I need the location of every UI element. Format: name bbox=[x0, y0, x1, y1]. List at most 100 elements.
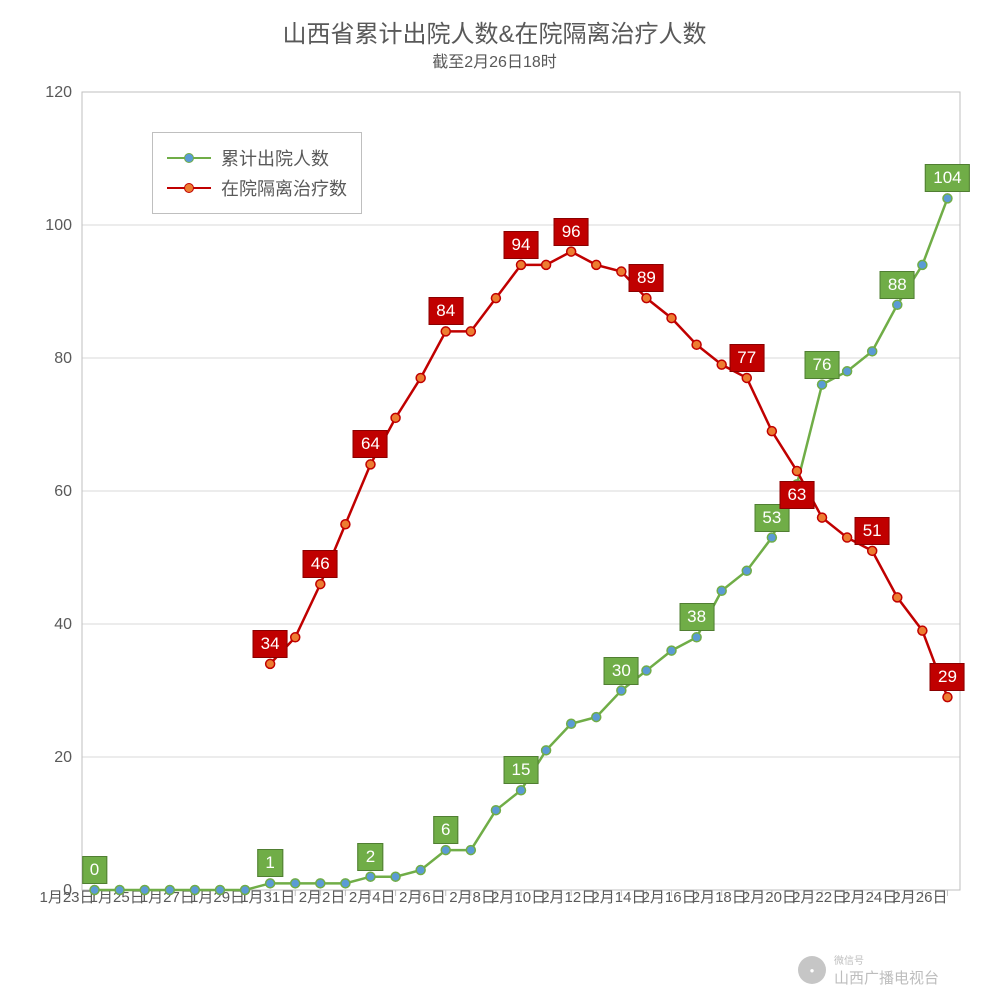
watermark-prefix: 微信号 bbox=[834, 952, 939, 967]
series-marker bbox=[567, 247, 576, 256]
series-marker bbox=[742, 373, 751, 382]
data-label: 104 bbox=[925, 164, 969, 192]
x-tick-label: 2月2日 bbox=[299, 889, 346, 906]
series-marker bbox=[90, 886, 99, 895]
legend-item: 累计出院人数 bbox=[167, 145, 347, 171]
series-marker bbox=[843, 367, 852, 376]
series-marker bbox=[642, 666, 651, 675]
series-marker bbox=[466, 846, 475, 855]
series-marker bbox=[767, 427, 776, 436]
x-tick-label: 2月16日 bbox=[642, 889, 697, 906]
series-marker bbox=[868, 546, 877, 555]
data-label: 77 bbox=[729, 344, 764, 372]
legend-swatch-marker bbox=[184, 183, 194, 193]
data-label: 84 bbox=[428, 297, 463, 325]
data-label: 46 bbox=[303, 550, 338, 578]
series-marker bbox=[366, 872, 375, 881]
y-tick-label: 120 bbox=[45, 84, 72, 101]
series-marker bbox=[567, 719, 576, 728]
watermark-text: 微信号山西广播电视台 bbox=[834, 952, 939, 988]
series-marker bbox=[165, 886, 174, 895]
series-marker bbox=[818, 380, 827, 389]
series-marker bbox=[416, 866, 425, 875]
series-line-1 bbox=[270, 252, 947, 698]
series-marker bbox=[642, 294, 651, 303]
data-label: 76 bbox=[805, 351, 840, 379]
series-marker bbox=[140, 886, 149, 895]
series-marker bbox=[491, 294, 500, 303]
series-marker bbox=[341, 520, 350, 529]
x-tick-label: 2月8日 bbox=[449, 889, 496, 906]
x-tick-label: 2月26日 bbox=[892, 889, 947, 906]
series-marker bbox=[818, 513, 827, 522]
series-marker bbox=[592, 260, 601, 269]
data-label: 64 bbox=[353, 430, 388, 458]
series-marker bbox=[241, 886, 250, 895]
y-tick-label: 60 bbox=[54, 483, 72, 500]
data-label: 63 bbox=[779, 481, 814, 509]
legend-label: 累计出院人数 bbox=[221, 145, 329, 171]
series-marker bbox=[316, 879, 325, 888]
series-marker bbox=[667, 646, 676, 655]
x-tick-label: 2月6日 bbox=[399, 889, 446, 906]
watermark-logo-icon: ● bbox=[798, 956, 826, 984]
x-tick-label: 2月24日 bbox=[842, 889, 897, 906]
series-marker bbox=[893, 593, 902, 602]
data-label: 6 bbox=[433, 816, 458, 844]
series-marker bbox=[190, 886, 199, 895]
series-marker bbox=[717, 586, 726, 595]
series-marker bbox=[491, 806, 500, 815]
series-marker bbox=[266, 659, 275, 668]
series-marker bbox=[542, 746, 551, 755]
x-tick-label: 2月14日 bbox=[591, 889, 646, 906]
series-marker bbox=[115, 886, 124, 895]
data-label: 94 bbox=[504, 231, 539, 259]
data-label: 51 bbox=[855, 517, 890, 545]
watermark-name: 山西广播电视台 bbox=[834, 967, 939, 988]
series-marker bbox=[316, 580, 325, 589]
series-marker bbox=[767, 533, 776, 542]
series-marker bbox=[291, 879, 300, 888]
y-tick-label: 80 bbox=[54, 350, 72, 367]
series-marker bbox=[617, 686, 626, 695]
data-label: 29 bbox=[930, 663, 965, 691]
x-tick-label: 2月18日 bbox=[692, 889, 747, 906]
series-marker bbox=[742, 566, 751, 575]
data-label: 2 bbox=[358, 843, 383, 871]
series-marker bbox=[391, 872, 400, 881]
data-label: 15 bbox=[504, 756, 539, 784]
x-tick-label: 2月20日 bbox=[742, 889, 797, 906]
y-tick-label: 20 bbox=[54, 749, 72, 766]
series-marker bbox=[215, 886, 224, 895]
series-marker bbox=[517, 260, 526, 269]
legend-item: 在院隔离治疗数 bbox=[167, 175, 347, 201]
legend-swatch-line bbox=[167, 157, 211, 160]
series-marker bbox=[291, 633, 300, 642]
series-marker bbox=[918, 626, 927, 635]
x-tick-label: 2月22日 bbox=[792, 889, 847, 906]
series-marker bbox=[466, 327, 475, 336]
series-marker bbox=[517, 786, 526, 795]
series-marker bbox=[266, 879, 275, 888]
series-marker bbox=[792, 467, 801, 476]
series-marker bbox=[692, 633, 701, 642]
data-label: 89 bbox=[629, 264, 664, 292]
series-marker bbox=[893, 300, 902, 309]
series-marker bbox=[341, 879, 350, 888]
series-marker bbox=[843, 533, 852, 542]
x-tick-label: 2月4日 bbox=[349, 889, 396, 906]
series-marker bbox=[366, 460, 375, 469]
series-marker bbox=[441, 327, 450, 336]
legend-swatch-line bbox=[167, 187, 211, 190]
x-tick-label: 1月23日 bbox=[40, 889, 95, 906]
data-label: 30 bbox=[604, 657, 639, 685]
y-tick-label: 40 bbox=[54, 616, 72, 633]
x-tick-label: 2月10日 bbox=[491, 889, 546, 906]
series-marker bbox=[592, 713, 601, 722]
series-marker bbox=[943, 194, 952, 203]
y-tick-label: 100 bbox=[45, 217, 72, 234]
series-marker bbox=[717, 360, 726, 369]
series-marker bbox=[868, 347, 877, 356]
legend-swatch-marker bbox=[184, 153, 194, 163]
legend: 累计出院人数在院隔离治疗数 bbox=[152, 132, 362, 214]
